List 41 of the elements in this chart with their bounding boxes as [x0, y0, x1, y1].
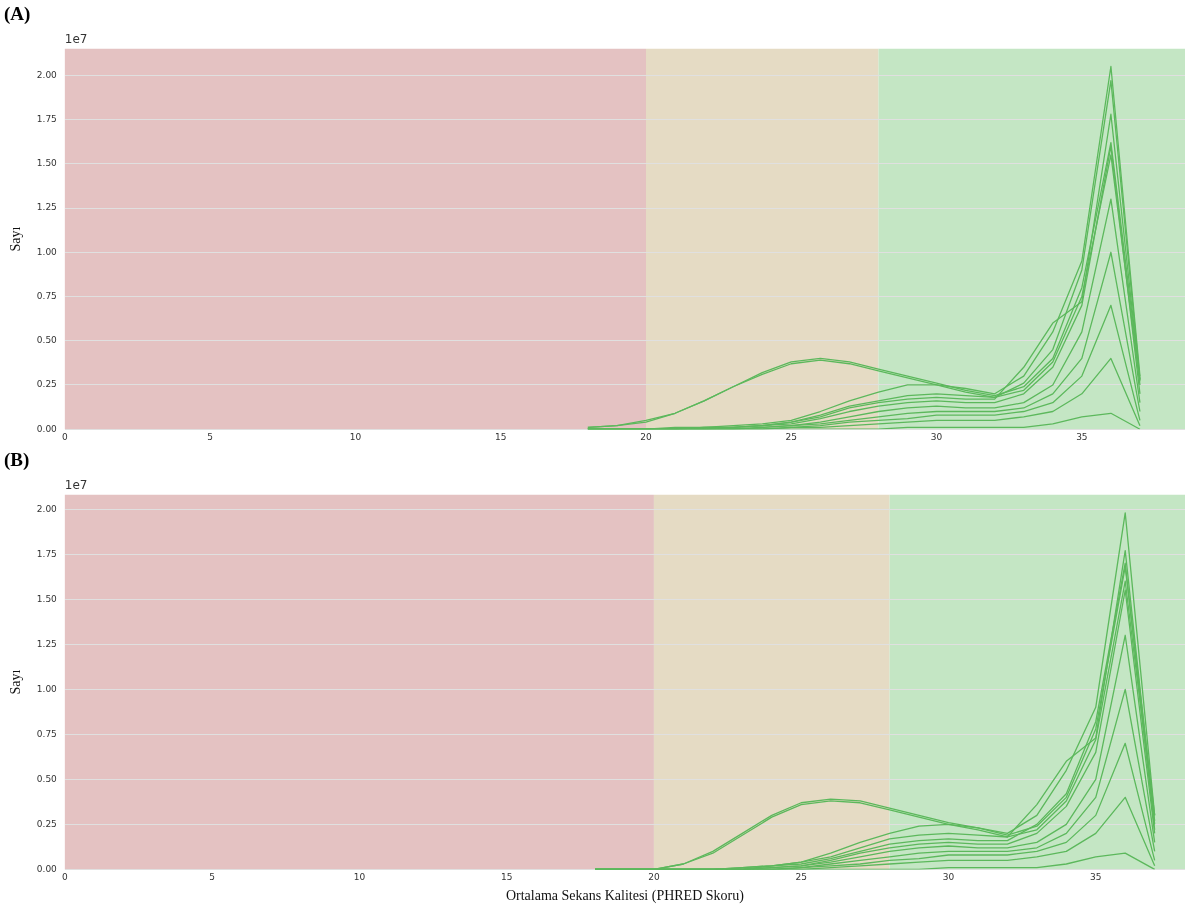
y-tick-label: 2.00: [36, 69, 58, 80]
x-tick-label: 5: [209, 872, 215, 883]
x-tick-label: 10: [349, 431, 362, 442]
x-tick-label: 25: [785, 431, 797, 442]
y-tick-label: 0.00: [36, 423, 58, 434]
y-tick-label: 1.75: [36, 113, 57, 124]
x-axis-title: Ortalama Sekans Kalitesi (PHRED Skoru): [505, 888, 745, 905]
y-tick-label: 0.50: [36, 335, 58, 346]
y-tick-label: 0.50: [36, 773, 58, 784]
x-tick-label: 30: [942, 872, 955, 883]
y-tick-label: 1.25: [36, 202, 57, 213]
y-tick-label: 0.00: [36, 863, 58, 874]
x-tick-label: 10: [353, 872, 366, 883]
text: 1e7: [64, 477, 88, 492]
chart-title: (A): [4, 3, 31, 26]
y-tick-label: 1.00: [36, 683, 58, 694]
text: 1e7: [64, 31, 88, 46]
y-tick-label: 1.00: [36, 246, 58, 257]
x-tick-label: 25: [795, 872, 807, 883]
x-tick-label: 0: [61, 431, 68, 442]
x-tick-label: 5: [207, 431, 213, 442]
y-tick-label: 1.50: [36, 158, 58, 169]
x-tick-label: 20: [648, 872, 660, 883]
x-tick-label: 20: [640, 431, 652, 442]
y-tick-label: 1.50: [36, 593, 58, 604]
x-tick-label: 15: [494, 431, 507, 442]
y-tick-label: 0.75: [36, 728, 57, 739]
x-tick-label: 35: [1090, 872, 1102, 883]
y-tick-label: 0.75: [36, 290, 57, 301]
x-tick-label: 30: [930, 431, 943, 442]
y-tick-label: 1.75: [36, 548, 57, 559]
y-tick-label: 1.25: [36, 638, 57, 649]
y-tick-label: 0.25: [36, 818, 57, 829]
chart-title: (B): [4, 449, 30, 472]
x-tick-label: 15: [500, 872, 513, 883]
x-tick-label: 35: [1076, 431, 1088, 442]
y-axis-title: Sayı: [8, 226, 24, 252]
y-axis-title: Sayı: [8, 669, 24, 695]
y-tick-label: 0.25: [36, 379, 57, 390]
x-tick-label: 0: [61, 872, 68, 883]
y-tick-label: 2.00: [36, 503, 58, 514]
